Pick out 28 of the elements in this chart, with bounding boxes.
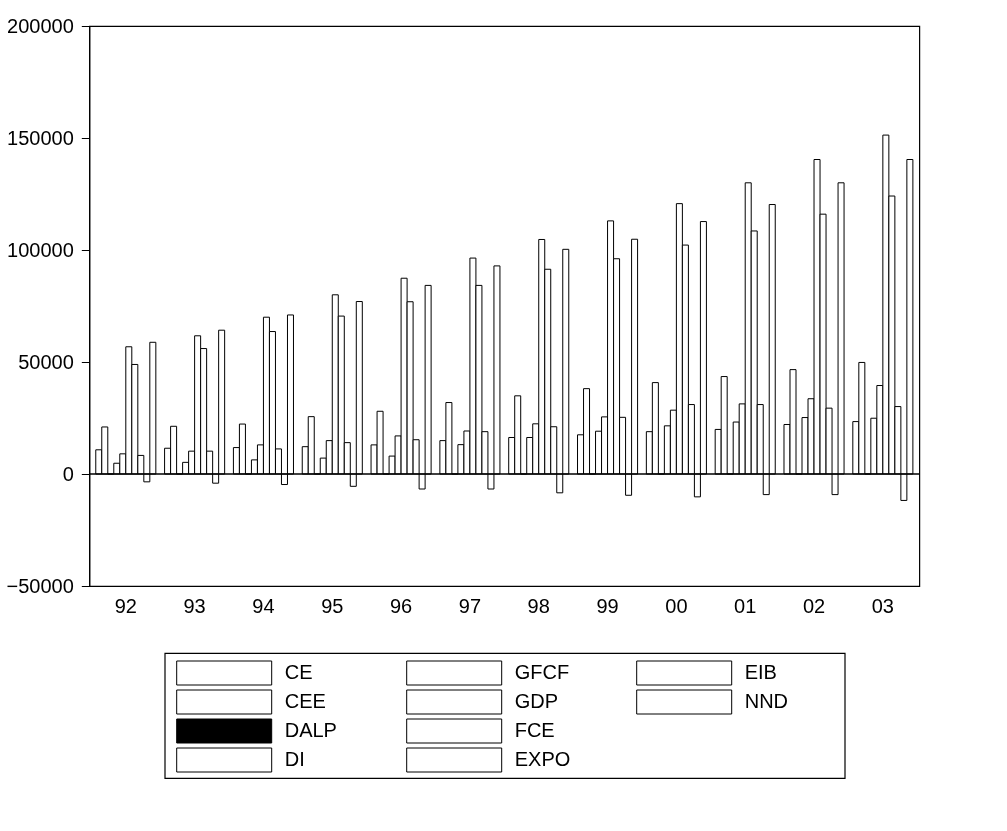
legend-label: CEE [284,690,326,712]
legend-label: NND [744,690,789,712]
legend-label: CE [284,661,313,683]
x-tick-label: 01 [734,594,757,617]
x-tick-label: 03 [871,594,894,617]
legend-label: EIB [744,661,777,683]
y-tick-label: 150000 [7,126,74,149]
legend-label: EXPO [514,748,571,770]
y-tick-label: 0 [62,462,74,485]
x-tick-label: 94 [252,594,275,617]
x-tick-label: 02 [802,594,826,617]
legend-label: FCE [514,719,555,741]
legend-label: DALP [284,719,337,741]
legend-label: DI [284,748,305,770]
y-tick-label: 100000 [7,238,74,261]
x-tick-label: 98 [527,594,550,617]
x-tick-label: 99 [596,594,619,617]
legend-label: GDP [514,690,559,712]
x-tick-label: 00 [665,594,688,617]
legend-label: GFCF [514,661,570,683]
x-tick-label: 95 [321,594,344,617]
x-tick-label: 93 [183,594,206,617]
y-tick-label: 50000 [18,350,74,373]
x-tick-label: 97 [458,594,482,617]
y-tick-label: −50000 [6,574,74,597]
y-tick-label: 200000 [7,14,74,37]
x-tick-label: 92 [114,594,137,617]
x-tick-label: 96 [389,594,413,617]
